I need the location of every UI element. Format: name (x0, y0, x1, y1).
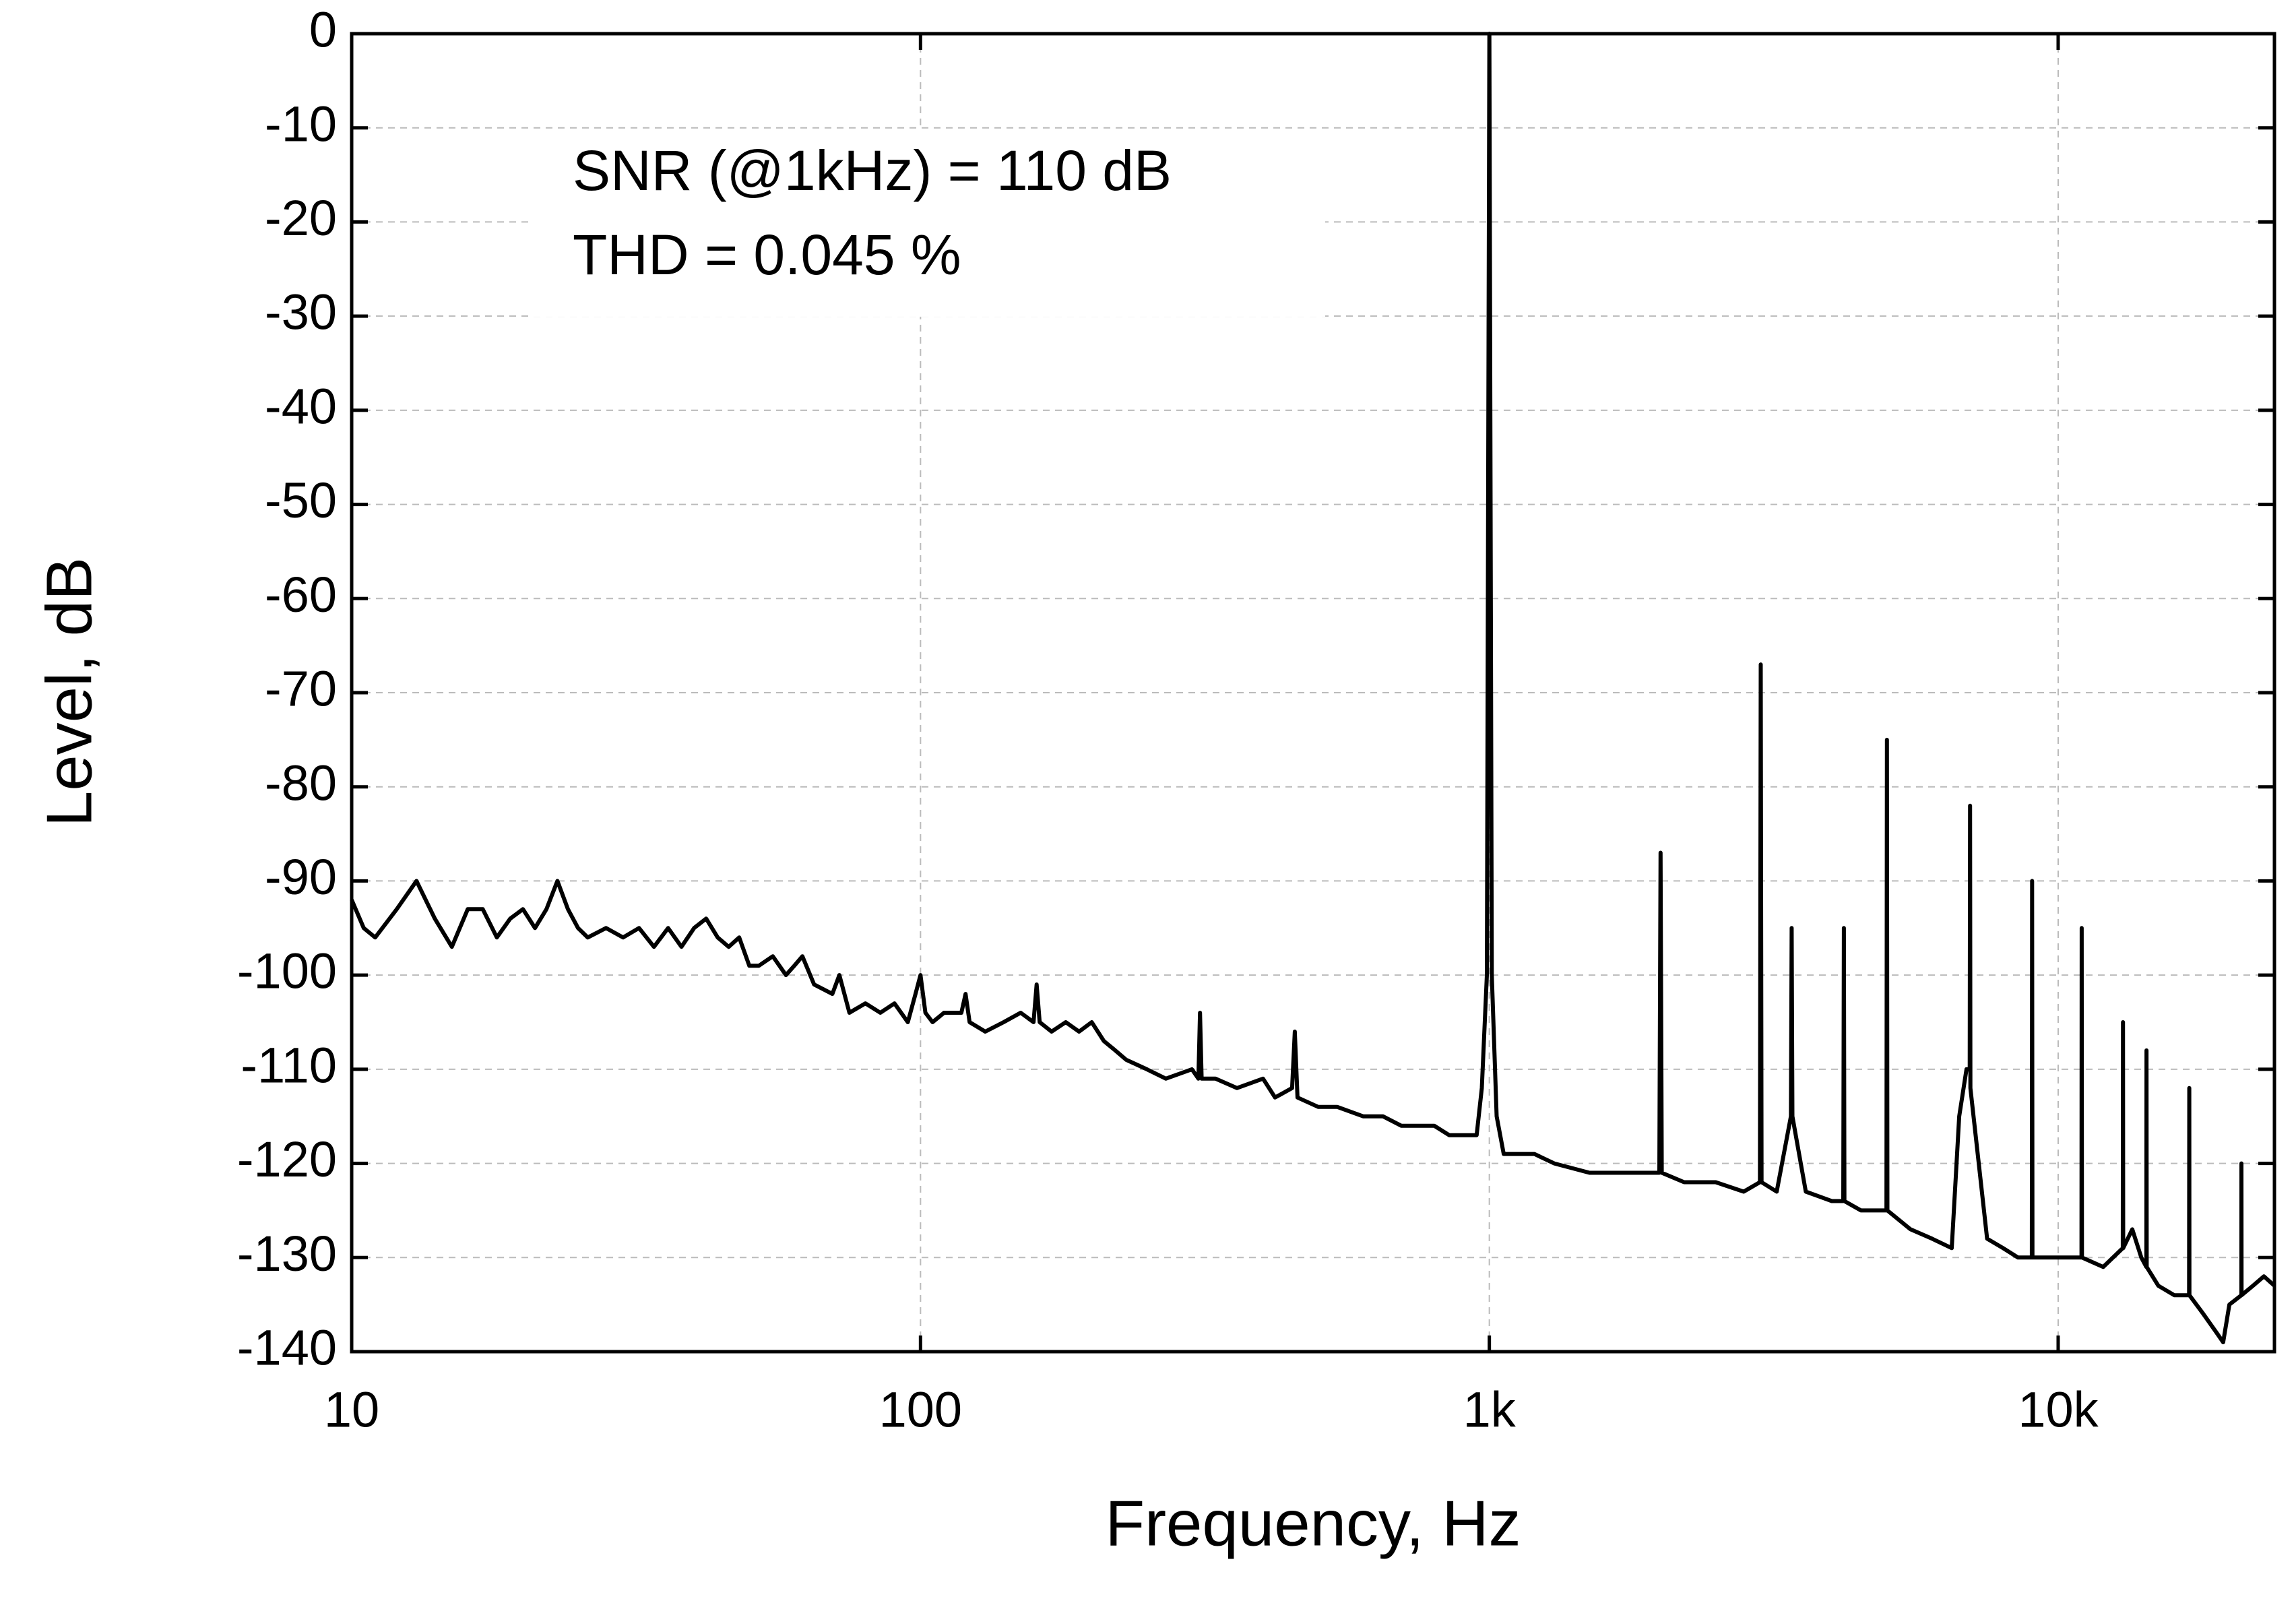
annotation-box (534, 129, 1325, 317)
y-tick-label: -130 (237, 1226, 337, 1282)
y-tick-label: -40 (265, 378, 337, 434)
y-tick-label: 0 (309, 2, 337, 58)
spectrum-line (350, 32, 2276, 1344)
annotation: SNR (@1kHz) = 110 dB (573, 139, 1172, 202)
y-tick-label: -140 (237, 1320, 337, 1376)
y-axis-title: Level, dB (33, 557, 105, 827)
y-tick-label: -100 (237, 943, 337, 999)
y-tick-label: -20 (265, 190, 337, 246)
y-tick-label: -70 (265, 661, 337, 717)
y-tick-label: -10 (265, 96, 337, 152)
y-tick-label: -60 (265, 567, 337, 623)
x-axis-title: Frequency, Hz (1105, 1487, 1521, 1559)
annotation: THD = 0.045 % (573, 223, 961, 286)
x-tick-label: 1k (1463, 1382, 1517, 1438)
y-tick-label: -90 (265, 849, 337, 905)
y-tick-label: -50 (265, 472, 337, 528)
x-tick-label: 10k (2018, 1382, 2099, 1438)
y-tick-label: -30 (265, 284, 337, 340)
ticks: -140-130-120-110-100-90-80-70-60-50-40-3… (237, 2, 2274, 1438)
x-tick-label: 10 (324, 1382, 379, 1438)
y-tick-label: -80 (265, 755, 337, 811)
plot (350, 32, 2276, 1344)
y-tick-label: -120 (237, 1131, 337, 1187)
y-tick-label: -110 (241, 1037, 337, 1093)
x-tick-label: 100 (879, 1382, 962, 1438)
